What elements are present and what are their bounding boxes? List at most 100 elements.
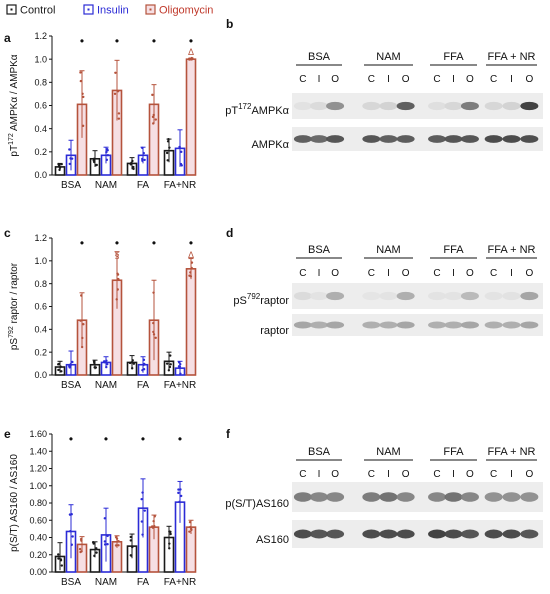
significance-marker: • bbox=[141, 432, 145, 446]
data-point bbox=[93, 554, 96, 558]
blot-lane-label: O bbox=[402, 469, 410, 480]
data-point bbox=[95, 547, 98, 550]
legend-item-insulin: Insulin bbox=[83, 4, 129, 17]
data-point bbox=[169, 532, 172, 536]
data-point bbox=[141, 533, 144, 536]
blot-band bbox=[460, 492, 479, 502]
data-point bbox=[132, 167, 135, 171]
data-point bbox=[190, 261, 194, 264]
blot-band bbox=[484, 291, 503, 301]
data-point bbox=[70, 543, 73, 546]
data-point bbox=[152, 519, 155, 523]
blot-band bbox=[293, 529, 312, 539]
blot-row-label: pS792raptor bbox=[233, 292, 289, 307]
blot-group-label: BSA bbox=[308, 51, 331, 63]
legend-label-control: Control bbox=[20, 5, 55, 17]
y-axis-label-rest: raptor / raptor bbox=[9, 262, 20, 326]
blot-band bbox=[520, 101, 539, 111]
blot-band bbox=[326, 135, 345, 143]
data-point bbox=[142, 358, 146, 362]
data-point bbox=[142, 363, 145, 367]
data-point bbox=[177, 491, 180, 495]
significance-marker: • bbox=[189, 34, 193, 48]
blot-row-label: AMPKα bbox=[251, 139, 289, 151]
y-axis-label-prefix: pT bbox=[9, 145, 20, 157]
data-point bbox=[57, 553, 60, 556]
blot-lane-label: I bbox=[387, 74, 390, 85]
data-point bbox=[169, 354, 172, 357]
blot-band bbox=[428, 321, 447, 329]
blot-lane-label: O bbox=[331, 469, 339, 480]
y-tick-label: 0.20 bbox=[29, 550, 47, 560]
data-point bbox=[103, 543, 107, 546]
significance-marker: • bbox=[189, 236, 193, 250]
blot-band bbox=[520, 135, 539, 143]
data-point bbox=[152, 291, 155, 294]
data-point bbox=[115, 298, 118, 301]
blot-lane-label: C bbox=[299, 74, 306, 85]
blot-band bbox=[520, 321, 539, 329]
data-point bbox=[78, 547, 82, 551]
blot-band bbox=[502, 492, 521, 502]
significance-marker: Δ bbox=[188, 250, 194, 260]
y-tick-label: 0.4 bbox=[34, 124, 47, 134]
data-point bbox=[103, 517, 107, 520]
significance-marker: Δ bbox=[188, 47, 194, 57]
blot-band bbox=[444, 321, 463, 329]
x-tick-label: FA+NR bbox=[164, 577, 197, 588]
data-point bbox=[129, 539, 132, 542]
insulin-swatch-icon bbox=[83, 4, 94, 15]
data-point bbox=[168, 146, 171, 149]
blot-group-label: FFA + NR bbox=[488, 244, 536, 256]
blot-band bbox=[362, 321, 381, 329]
data-point bbox=[179, 494, 183, 498]
blot-group-label: NAM bbox=[376, 51, 400, 63]
blot-lane-label: O bbox=[466, 469, 474, 480]
blot-band bbox=[326, 492, 345, 502]
bar-oligomycin bbox=[185, 58, 197, 176]
data-point bbox=[168, 365, 172, 369]
western-blot-panel-d: BSA NAM FFA FFA + NRC I O C I O C I O C I OpS792raptor… bbox=[233, 244, 543, 337]
x-tick-label: BSA bbox=[61, 380, 81, 391]
blot-band bbox=[484, 135, 503, 143]
blot-band bbox=[396, 321, 415, 329]
blot-band bbox=[379, 291, 398, 301]
data-point bbox=[58, 166, 62, 170]
data-point bbox=[179, 372, 182, 375]
blot-band bbox=[326, 291, 345, 301]
data-point bbox=[178, 500, 181, 504]
data-point bbox=[82, 95, 85, 99]
data-point bbox=[180, 150, 183, 154]
blot-row-label-prefix: p(S/T)AS160 bbox=[225, 498, 289, 510]
data-point bbox=[58, 168, 61, 172]
data-point bbox=[57, 162, 60, 166]
data-point bbox=[57, 362, 61, 366]
data-point bbox=[115, 537, 119, 540]
blot-band bbox=[310, 135, 328, 143]
data-point bbox=[153, 515, 156, 518]
data-point bbox=[131, 359, 134, 362]
blot-band bbox=[428, 101, 447, 111]
data-point bbox=[177, 361, 181, 364]
blot-band bbox=[362, 291, 381, 301]
blot-band bbox=[396, 492, 415, 502]
blot-band bbox=[379, 492, 398, 502]
data-point bbox=[103, 361, 107, 364]
blot-row-label-prefix: pS bbox=[233, 295, 246, 307]
blot-lane-label: C bbox=[490, 469, 497, 480]
data-point bbox=[189, 527, 193, 531]
blot-lane-label: I bbox=[510, 268, 513, 279]
blot-band bbox=[502, 135, 521, 143]
y-tick-label: 1.40 bbox=[29, 446, 47, 456]
blot-band bbox=[484, 101, 503, 111]
data-point bbox=[142, 368, 146, 371]
data-point bbox=[188, 520, 192, 524]
data-point bbox=[93, 361, 96, 365]
data-point bbox=[70, 512, 73, 516]
data-point bbox=[151, 93, 154, 97]
blot-row-label-rest: raptor bbox=[260, 295, 289, 307]
blot-row-label-prefix: AMPKα bbox=[251, 139, 289, 151]
data-point bbox=[178, 145, 181, 149]
blot-band bbox=[428, 291, 447, 301]
data-point bbox=[167, 369, 171, 372]
